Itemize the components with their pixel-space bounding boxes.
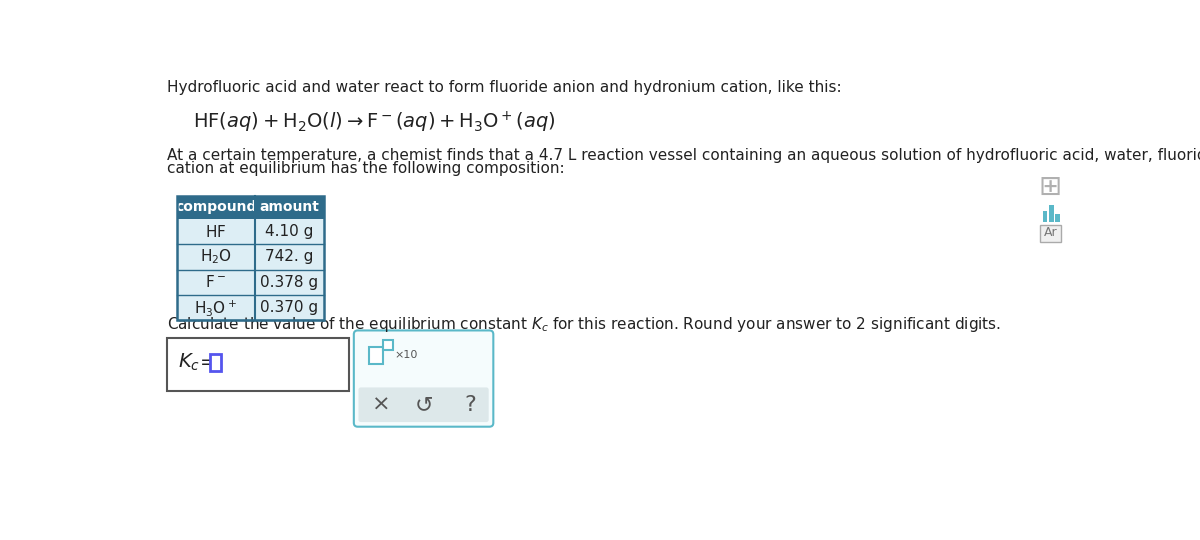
Text: Hydrofluoric acid and water react to form fluoride anion and hydronium cation, l: Hydrofluoric acid and water react to for… (167, 80, 841, 95)
Bar (178, 269, 324, 295)
Bar (178, 219, 324, 244)
Text: $\rm F^-$: $\rm F^-$ (205, 274, 227, 291)
Text: At a certain temperature, a chemist finds that a 4.7 L reaction vessel containin: At a certain temperature, a chemist find… (167, 148, 1200, 163)
Text: Calculate the value of the equilibrium constant $K_c$ for this reaction. Round y: Calculate the value of the equilibrium c… (167, 315, 1001, 334)
Text: ⊞: ⊞ (1039, 173, 1062, 200)
Text: $\rm H_3O^+$: $\rm H_3O^+$ (194, 298, 238, 318)
Text: ×10: ×10 (394, 350, 418, 360)
Text: 742. g: 742. g (265, 249, 313, 265)
Text: $\rm H_2O$: $\rm H_2O$ (200, 247, 232, 266)
Bar (1043, 211, 1048, 222)
Text: $\rm HF$: $\rm HF$ (205, 224, 227, 240)
Bar (210, 354, 221, 372)
Text: amount: amount (259, 200, 319, 214)
Text: 4.10 g: 4.10 g (265, 224, 313, 239)
FancyBboxPatch shape (354, 330, 493, 427)
Text: ×: × (372, 395, 390, 415)
Text: compound: compound (175, 200, 257, 214)
Bar (178, 295, 324, 320)
Text: =: = (199, 353, 216, 372)
Text: $\rm HF(\mathit{aq})+H_2O(\mathit{l})\rightarrow F^-(\mathit{aq})+H_3O^+(\mathit: $\rm HF(\mathit{aq})+H_2O(\mathit{l})\ri… (193, 110, 556, 135)
Bar (383, 340, 394, 350)
Bar (1039, 225, 1062, 242)
Bar (178, 195, 324, 320)
Bar (178, 244, 324, 269)
Bar (368, 347, 383, 363)
Text: Ar: Ar (1044, 226, 1057, 239)
Bar (1049, 205, 1054, 222)
Bar (178, 195, 324, 219)
Text: ↺: ↺ (414, 395, 433, 415)
Text: cation at equilibrium has the following composition:: cation at equilibrium has the following … (167, 161, 565, 176)
FancyBboxPatch shape (359, 387, 488, 422)
Text: $K_c$: $K_c$ (178, 352, 200, 374)
Text: 0.370 g: 0.370 g (260, 300, 318, 315)
Text: ?: ? (464, 395, 476, 415)
Bar (1055, 214, 1060, 222)
Bar (167, 338, 349, 390)
Text: 0.378 g: 0.378 g (260, 275, 318, 290)
